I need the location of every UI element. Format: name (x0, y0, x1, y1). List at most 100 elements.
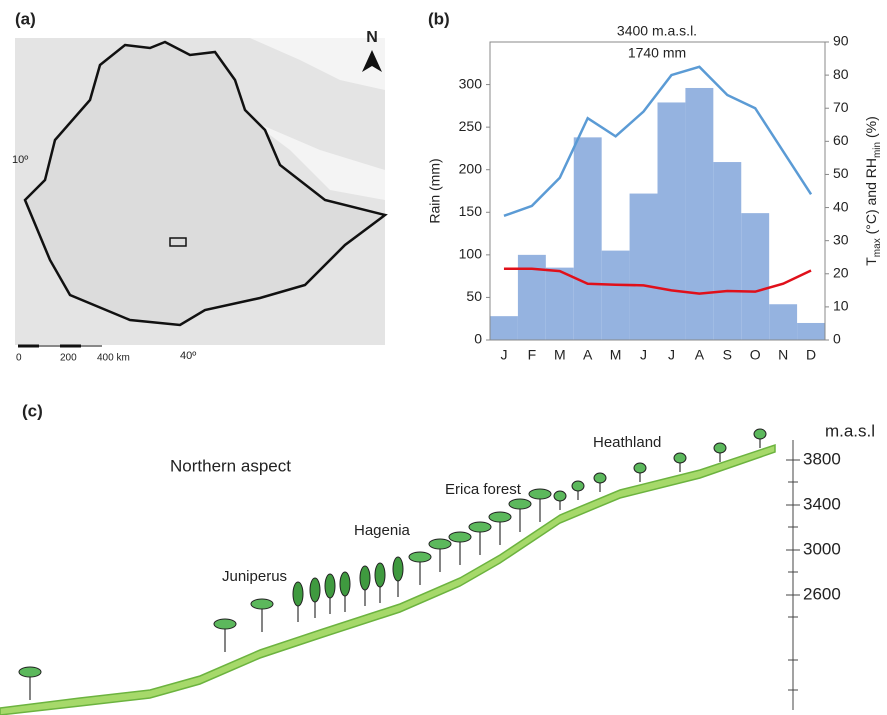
bar (629, 193, 658, 340)
north-arrow (362, 50, 382, 72)
y2-tick-label: 60 (833, 132, 849, 148)
y2-axis-title: Tmax (°C) and RHmin (%) (863, 116, 883, 266)
panel-label: (a) (15, 9, 36, 28)
tree-crown (292, 581, 304, 607)
x-tick-label: S (723, 347, 732, 363)
tree-crown (633, 462, 647, 474)
tree-crown (488, 511, 512, 523)
line (503, 267, 812, 295)
lat-label: 10º (12, 154, 28, 166)
x-tick-label: M (610, 347, 622, 363)
bar (490, 316, 518, 340)
zone-label: Juniperus (222, 568, 287, 585)
bar (545, 267, 574, 340)
tree-crown (468, 521, 492, 533)
tree-crown (324, 573, 336, 599)
altitude-tick-label: 2600 (803, 584, 841, 603)
x-tick-label: O (750, 347, 761, 363)
tree-crown (528, 488, 552, 500)
scale-label: 0 (16, 353, 22, 364)
x-tick-label: M (554, 347, 566, 363)
y-tick-label: 250 (459, 118, 483, 134)
panel-label: (c) (22, 401, 43, 420)
altitude-tick-label: 3400 (803, 494, 841, 513)
bar (769, 304, 798, 340)
tree-crown (753, 428, 767, 440)
plot-frame (489, 41, 826, 341)
y2-tick-label: 0 (833, 331, 841, 347)
y2-tick-label: 50 (833, 165, 849, 181)
climate-chart: 0 50 100 150 200 250 300 0 10 20 30 40 50 60 70 80 90 J F M… (427, 23, 883, 363)
bar (797, 322, 825, 340)
x-tick-label: A (695, 347, 705, 363)
altitude-tick-label: 3000 (803, 539, 841, 558)
tree-crown (339, 571, 351, 597)
x-tick-label: A (583, 347, 593, 363)
x-tick-label: N (778, 347, 788, 363)
y-tick-label: 200 (459, 160, 483, 176)
y2-tick-label: 90 (833, 33, 849, 49)
y-tick-label: 50 (466, 288, 482, 304)
annotation: 1740 mm (628, 45, 686, 61)
slope (0, 443, 776, 715)
y2-tick-label: 10 (833, 298, 849, 314)
y2-axis-title-part: min (872, 142, 883, 158)
bar (685, 87, 714, 340)
scale-label: 400 km (97, 353, 130, 364)
x-tick-label: J (640, 347, 647, 363)
y-tick-label: 100 (459, 246, 483, 262)
y-tick-label: 0 (474, 331, 482, 347)
bar (601, 250, 630, 340)
y2-tick-label: 30 (833, 231, 849, 247)
lon-label: 40º (180, 350, 196, 362)
tree-crown (359, 565, 371, 591)
x-tick-label: J (668, 347, 675, 363)
y2-tick-label: 70 (833, 99, 849, 115)
y-tick-label: 150 (459, 203, 483, 219)
tree-crown (593, 472, 607, 484)
line (503, 65, 813, 218)
tree-crown (448, 531, 472, 543)
aspect-label: Northern aspect (170, 456, 291, 475)
bar (573, 137, 602, 340)
tree-crown (673, 452, 687, 464)
axis-title: m.a.s.l (825, 421, 875, 440)
north-label: N (366, 29, 378, 46)
y2-axis-title-part: T (863, 257, 879, 266)
tree-crown (713, 442, 727, 454)
y2-axis-title-part: (%) (863, 116, 879, 142)
altitude-ticks: 3800 3400 3000 2600 (786, 449, 841, 691)
zone-label: Heathland (593, 434, 661, 451)
study-site (169, 237, 187, 247)
bar (741, 213, 770, 340)
tree-crown (309, 577, 321, 603)
panel-label: (b) (428, 9, 450, 28)
zone-label: Erica forest (445, 481, 522, 498)
tree-crown (428, 538, 452, 550)
y-axis-title: Rain (mm) (427, 158, 443, 223)
country-outline (23, 40, 388, 327)
y2-axis-title-part: max (872, 238, 883, 257)
bar (657, 102, 686, 340)
tree-crown (213, 618, 237, 630)
tree-crown (571, 480, 585, 492)
tree-crown (392, 556, 404, 582)
tree-crown (508, 498, 532, 510)
altitude-tick-label: 3800 (803, 449, 841, 468)
y2-axis-title-part: (°C) and RH (863, 158, 879, 238)
y2-tick-label: 80 (833, 66, 849, 82)
zone-label: Hagenia (354, 522, 411, 539)
y2-tick-label: 40 (833, 198, 849, 214)
annotation: 3400 m.a.s.l. (617, 23, 697, 39)
x-tick-label: D (806, 347, 816, 363)
tree-crown (250, 598, 274, 610)
vegetation (18, 428, 767, 700)
y2-tick-label: 20 (833, 264, 849, 280)
tree-crown (553, 490, 567, 502)
tree-crown (408, 551, 432, 563)
tree-crown (18, 666, 42, 678)
sea (250, 38, 385, 200)
x-tick-label: F (528, 347, 537, 363)
x-tick-label: J (500, 347, 507, 363)
